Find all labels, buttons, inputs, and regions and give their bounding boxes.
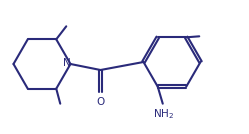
Text: N: N bbox=[63, 58, 70, 68]
Text: NH$_2$: NH$_2$ bbox=[153, 108, 174, 122]
Text: O: O bbox=[96, 97, 105, 107]
